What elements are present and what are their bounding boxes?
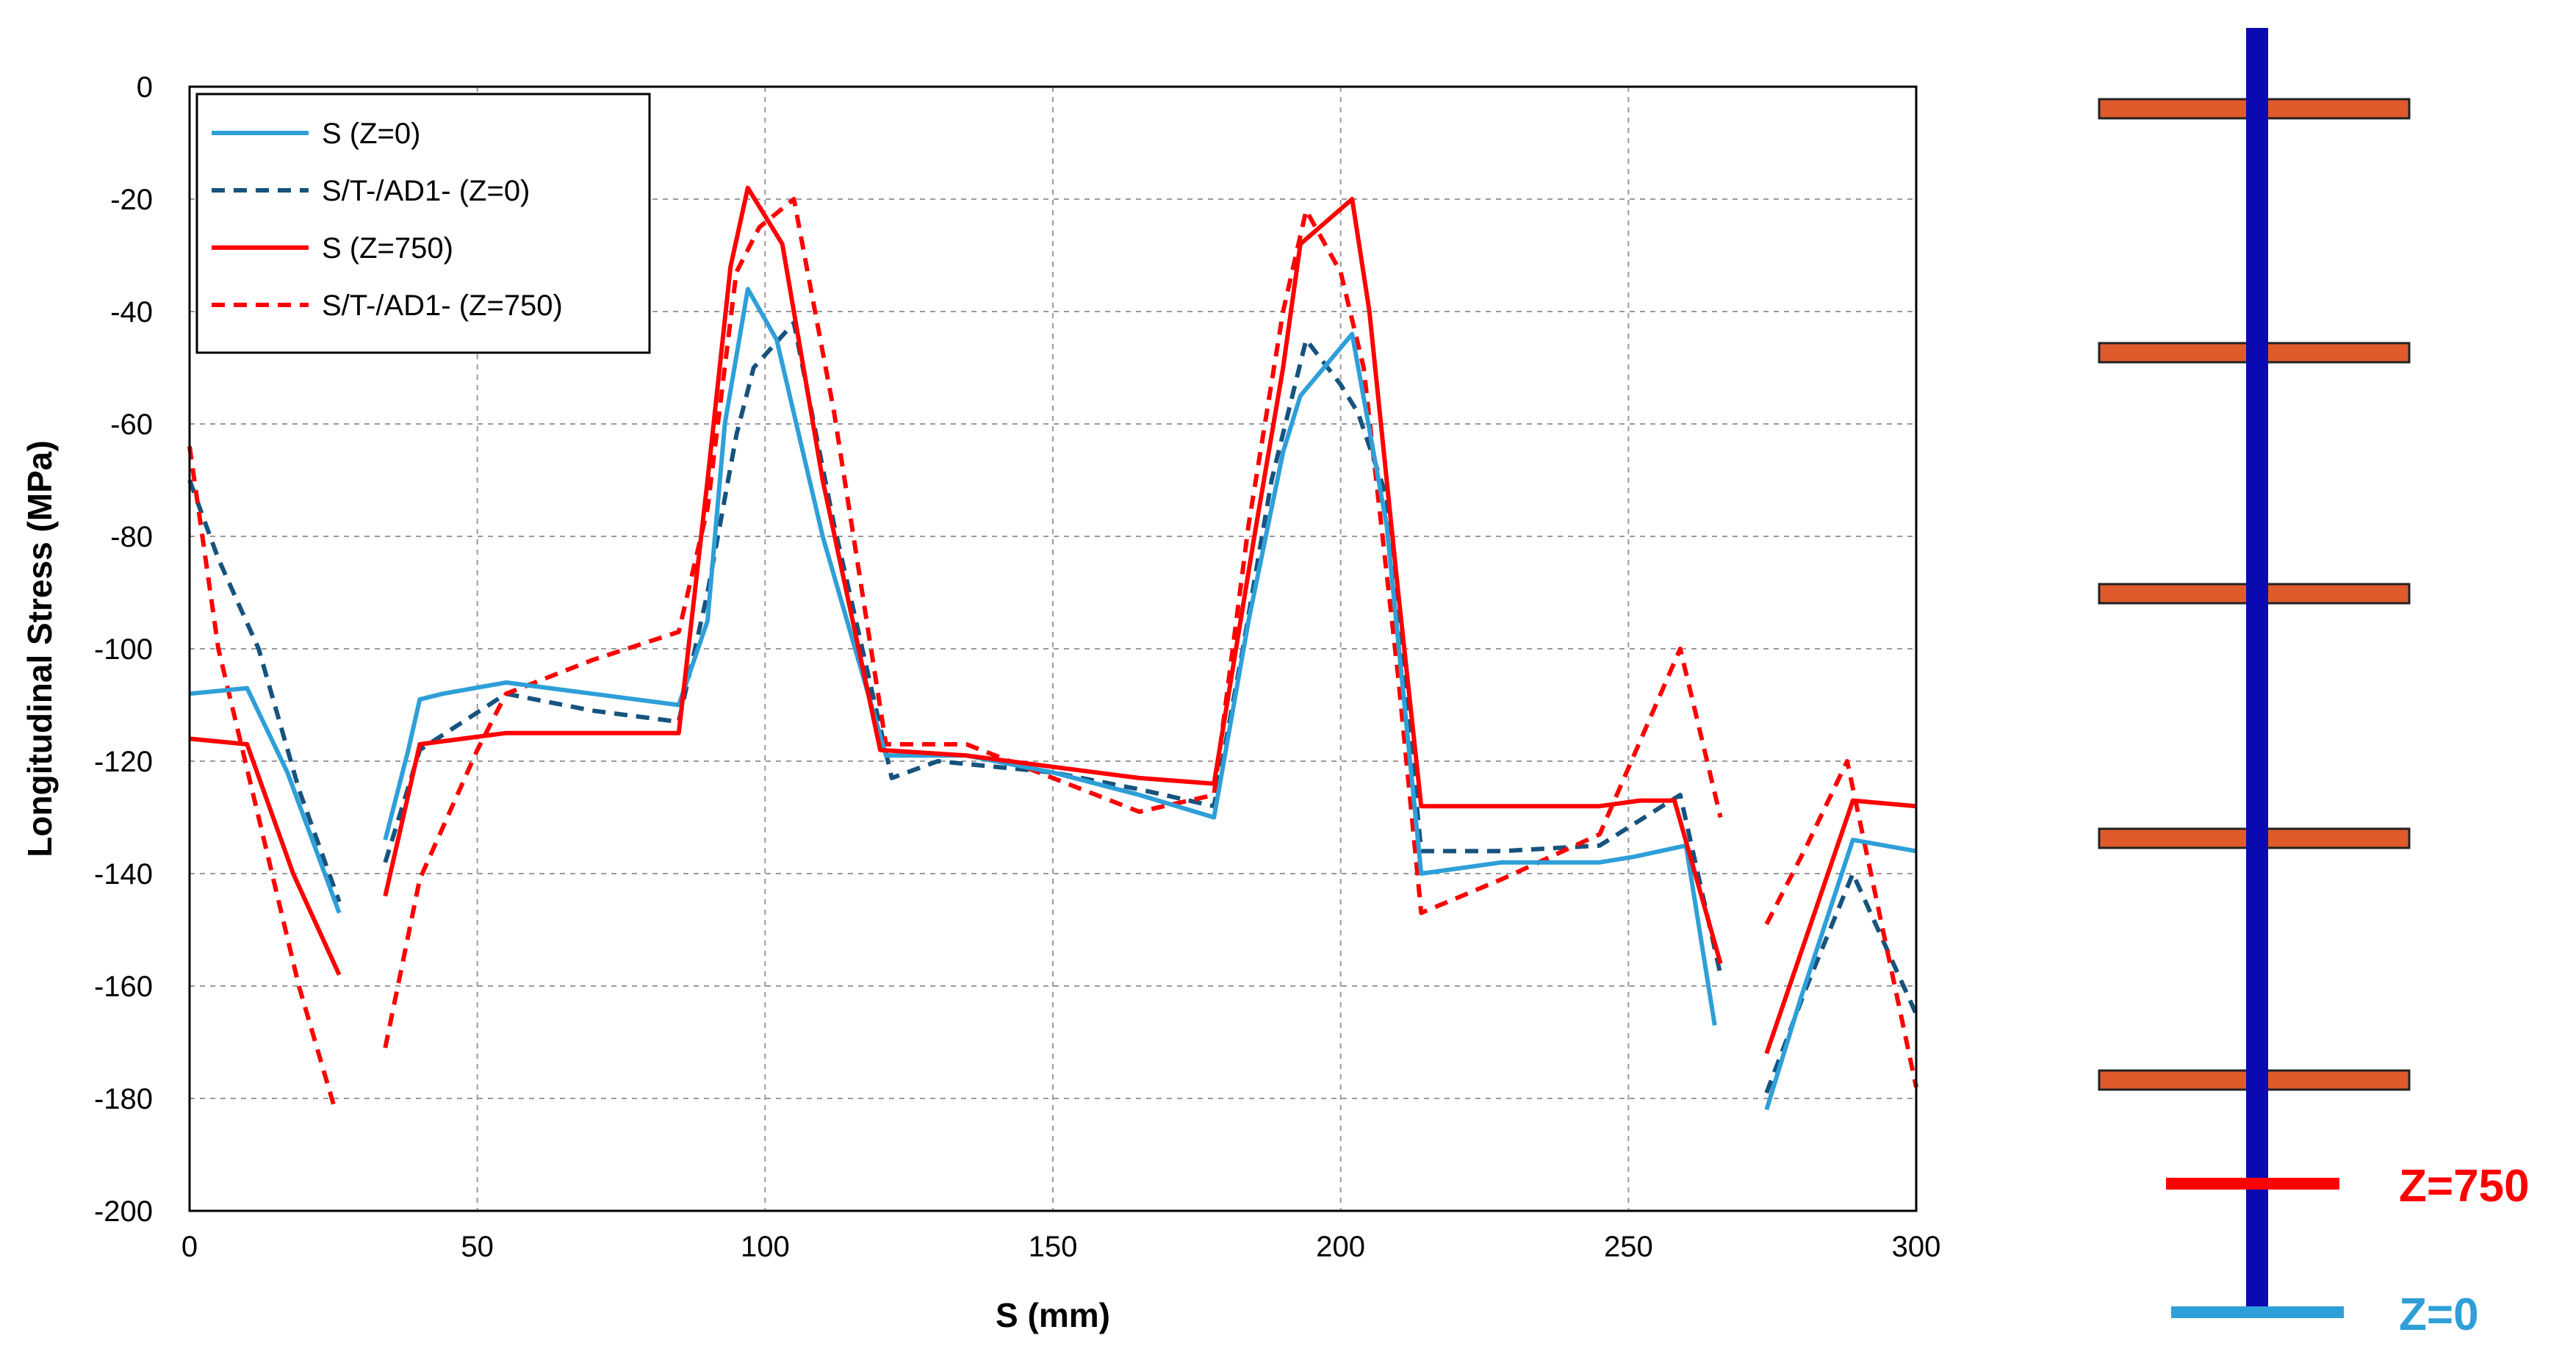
legend-box: [195, 93, 651, 354]
y-tick-label: 0: [137, 71, 153, 104]
weld-plate-diagram: Z=750 Z=0: [2098, 28, 2530, 1340]
series-lines: [187, 185, 1918, 1111]
y-tick-labels: 0 -20 -40 -60 -80 -100 -120 -140 -160 -180 -200: [94, 71, 153, 1228]
x-tick-label: 200: [1316, 1231, 1365, 1263]
series-3: [187, 197, 1918, 1105]
y-tick-label: -40: [110, 296, 153, 328]
series-0: [189, 287, 1917, 1111]
legend: S (Z=0) S/T-/AD1- (Z=0) S (Z=750) S/T-/AD1-…: [195, 93, 651, 354]
y-tick-label: -140: [94, 858, 153, 891]
x-tick-label: 0: [181, 1231, 198, 1263]
x-tick-label: 300: [1892, 1231, 1941, 1263]
y-tick-label: -80: [110, 521, 153, 553]
series-line-segment: [383, 287, 1717, 1026]
x-tick-label: 250: [1604, 1231, 1653, 1263]
y-tick-label: -100: [94, 633, 153, 666]
legend-label: S/T-/AD1- (Z=750): [322, 289, 563, 322]
stress-chart: 0 -20 -40 -60 -80 -100 -120 -140 -160 -180 -200 0 5…: [21, 71, 1940, 1334]
x-tick-labels: 0 50 100 150 200 250 300: [181, 1231, 1941, 1263]
series-line-segment: [187, 446, 336, 1105]
series-line-segment: [189, 736, 342, 976]
x-axis-title: S (mm): [996, 1296, 1110, 1334]
series-line-segment: [383, 320, 1723, 976]
y-tick-label: -160: [94, 971, 153, 1003]
plot-border: [188, 85, 1918, 1212]
series-2: [189, 185, 1917, 1054]
z0-label: Z=0: [2399, 1289, 2479, 1340]
y-tick-label: -180: [94, 1083, 153, 1115]
legend-label: S/T-/AD1- (Z=0): [322, 175, 530, 207]
x-tick-label: 150: [1029, 1231, 1078, 1263]
y-axis-title: Longitudinal Stress (MPa): [21, 440, 59, 857]
series-line-segment: [383, 185, 1723, 965]
y-tick-label: -200: [94, 1195, 153, 1228]
x-tick-label: 50: [461, 1231, 494, 1263]
vertical-column: [2246, 28, 2268, 1314]
series-line-segment: [1764, 838, 1917, 1111]
y-tick-label: -120: [94, 746, 153, 778]
series-line-segment: [383, 197, 1723, 1048]
series-line-segment: [187, 479, 342, 903]
series-line-segment: [1764, 798, 1917, 1054]
x-tick-label: 100: [741, 1231, 790, 1263]
legend-label: S (Z=0): [322, 118, 420, 150]
series-line-segment: [1764, 759, 1918, 1088]
z750-label: Z=750: [2399, 1161, 2530, 1212]
y-tick-label: -20: [110, 184, 153, 216]
y-tick-label: -60: [110, 409, 153, 441]
legend-label: S (Z=750): [322, 232, 453, 265]
series-line-segment: [189, 686, 342, 914]
